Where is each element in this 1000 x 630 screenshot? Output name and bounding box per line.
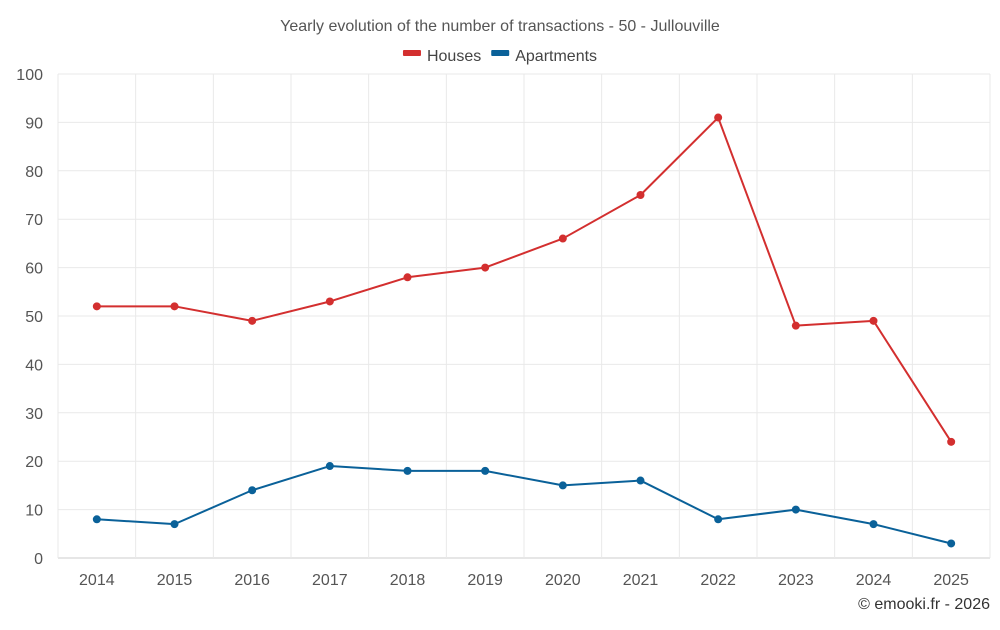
- data-point-apartments[interactable]: [947, 539, 956, 548]
- series-apartments: [92, 462, 956, 548]
- series-layer: [92, 113, 956, 548]
- data-point-houses[interactable]: [92, 302, 101, 311]
- y-tick-label: 40: [25, 357, 43, 374]
- y-tick-label: 0: [34, 551, 43, 568]
- data-point-houses[interactable]: [325, 297, 334, 306]
- data-point-houses[interactable]: [481, 263, 490, 272]
- x-tick-label: 2016: [234, 572, 270, 589]
- legend-swatch: [491, 50, 510, 56]
- legend-item-apartments[interactable]: Apartments: [491, 48, 597, 65]
- data-point-apartments[interactable]: [248, 486, 257, 495]
- data-point-houses[interactable]: [403, 273, 412, 282]
- data-point-apartments[interactable]: [558, 481, 567, 490]
- x-tick-label: 2020: [545, 572, 581, 589]
- y-tick-label: 50: [25, 309, 43, 326]
- data-point-houses[interactable]: [636, 191, 645, 199]
- data-point-houses[interactable]: [170, 302, 179, 311]
- legend-label: Houses: [427, 48, 481, 65]
- x-tick-label: 2023: [778, 572, 814, 589]
- legend-item-houses[interactable]: Houses: [402, 48, 481, 65]
- data-point-houses[interactable]: [714, 113, 723, 122]
- series-line-houses: [96, 116, 953, 443]
- data-point-apartments[interactable]: [403, 466, 412, 475]
- y-tick-label: 80: [25, 164, 43, 181]
- x-tick-label: 2025: [933, 572, 969, 589]
- x-tick-label: 2018: [390, 572, 426, 589]
- data-point-apartments[interactable]: [714, 515, 723, 524]
- y-tick-label: 20: [25, 454, 43, 471]
- grid: [57, 73, 991, 559]
- x-tick-label: 2021: [623, 572, 659, 589]
- chart-title: Yearly evolution of the number of transa…: [280, 18, 720, 35]
- y-tick-label: 90: [25, 115, 43, 132]
- y-tick-label: 70: [25, 212, 43, 229]
- legend-swatch: [402, 50, 421, 56]
- data-point-apartments[interactable]: [791, 505, 800, 514]
- data-point-apartments[interactable]: [481, 466, 490, 475]
- data-point-houses[interactable]: [947, 437, 956, 446]
- series-houses: [92, 113, 956, 446]
- x-tick-label: 2014: [79, 572, 115, 589]
- data-point-apartments[interactable]: [170, 520, 179, 529]
- data-point-houses[interactable]: [791, 321, 800, 330]
- legend: Houses Apartments: [402, 48, 597, 65]
- x-tick-label: 2015: [157, 572, 193, 589]
- x-tick-label: 2017: [312, 572, 348, 589]
- y-tick-label: 100: [16, 67, 43, 84]
- x-tick-label: 2024: [856, 572, 892, 589]
- data-point-apartments[interactable]: [869, 520, 878, 529]
- y-tick-label: 60: [25, 261, 43, 278]
- data-point-houses[interactable]: [248, 316, 257, 325]
- series-line-apartments: [96, 465, 952, 545]
- legend-label: Apartments: [515, 48, 597, 65]
- data-point-apartments[interactable]: [325, 462, 334, 471]
- x-tick-label: 2022: [700, 572, 736, 589]
- data-point-houses[interactable]: [869, 316, 878, 325]
- y-axis: 0 10 20 30 40 50 60 70 80 90 100: [16, 67, 43, 568]
- data-point-houses[interactable]: [558, 234, 567, 243]
- x-tick-label: 2019: [467, 572, 503, 589]
- credit-text: © emooki.fr - 2026: [858, 596, 990, 613]
- x-axis: 2014 2015 2016 2017 2018 2019 2020 2021 2022 2023…: [79, 572, 969, 589]
- data-point-apartments[interactable]: [92, 515, 101, 524]
- data-point-apartments[interactable]: [636, 476, 645, 485]
- y-tick-label: 10: [25, 503, 43, 520]
- y-tick-label: 30: [25, 406, 43, 423]
